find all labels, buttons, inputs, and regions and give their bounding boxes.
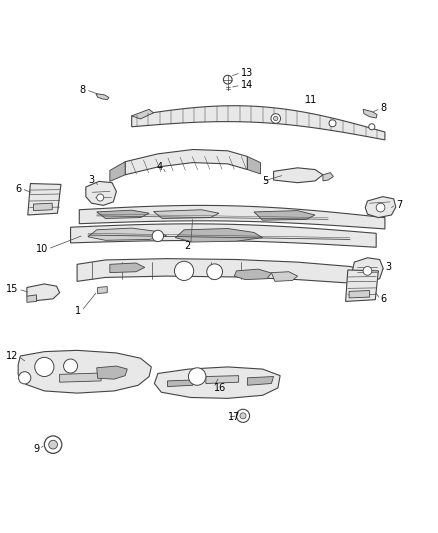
Polygon shape [363, 109, 377, 118]
Polygon shape [132, 109, 153, 119]
Polygon shape [125, 149, 247, 175]
Text: 10: 10 [35, 244, 48, 254]
Polygon shape [346, 270, 378, 302]
Circle shape [237, 409, 250, 422]
Polygon shape [274, 168, 323, 183]
Circle shape [369, 124, 375, 130]
Circle shape [64, 359, 78, 373]
Polygon shape [247, 157, 261, 174]
Text: 8: 8 [381, 103, 387, 114]
Polygon shape [153, 210, 219, 219]
Polygon shape [154, 367, 280, 398]
Polygon shape [33, 203, 52, 211]
Polygon shape [18, 350, 151, 393]
Polygon shape [86, 181, 117, 205]
Text: 8: 8 [80, 85, 86, 95]
Polygon shape [71, 224, 376, 247]
Text: 15: 15 [6, 284, 18, 294]
Circle shape [152, 230, 163, 241]
Circle shape [329, 120, 336, 127]
Text: 9: 9 [33, 444, 39, 454]
Polygon shape [110, 161, 125, 181]
Circle shape [207, 264, 223, 280]
Text: 4: 4 [156, 162, 162, 172]
Circle shape [271, 114, 281, 123]
Text: 7: 7 [396, 199, 402, 209]
Circle shape [188, 368, 206, 385]
Polygon shape [97, 210, 149, 219]
Polygon shape [323, 173, 333, 181]
Polygon shape [88, 228, 166, 240]
Polygon shape [206, 376, 239, 384]
Circle shape [35, 357, 54, 376]
Circle shape [363, 266, 372, 275]
Text: 3: 3 [386, 262, 392, 272]
Polygon shape [234, 269, 272, 280]
Circle shape [49, 440, 57, 449]
Polygon shape [365, 197, 396, 217]
Text: 13: 13 [241, 68, 253, 78]
Text: 1: 1 [75, 306, 81, 316]
Text: 5: 5 [263, 176, 269, 187]
Polygon shape [175, 229, 263, 242]
Circle shape [223, 75, 232, 84]
Polygon shape [97, 366, 127, 379]
Circle shape [376, 203, 385, 212]
Text: 11: 11 [305, 95, 318, 104]
Polygon shape [28, 183, 61, 215]
Polygon shape [27, 284, 60, 301]
Text: 6: 6 [15, 184, 21, 194]
Polygon shape [60, 373, 101, 382]
Polygon shape [167, 380, 193, 386]
Polygon shape [132, 106, 385, 140]
Polygon shape [352, 258, 383, 282]
Circle shape [240, 413, 246, 419]
Polygon shape [254, 211, 315, 220]
Polygon shape [96, 94, 109, 100]
Polygon shape [349, 290, 370, 298]
Polygon shape [98, 287, 107, 294]
Polygon shape [110, 263, 145, 272]
Circle shape [97, 194, 104, 201]
Circle shape [174, 261, 194, 280]
Text: 16: 16 [214, 383, 226, 393]
Polygon shape [79, 205, 385, 229]
Text: 14: 14 [241, 80, 253, 90]
Polygon shape [247, 376, 274, 385]
Circle shape [274, 116, 278, 120]
Polygon shape [27, 295, 36, 302]
Text: 3: 3 [88, 175, 95, 185]
Circle shape [18, 372, 31, 384]
Text: 17: 17 [228, 412, 240, 422]
Text: 2: 2 [184, 240, 191, 251]
Polygon shape [77, 259, 367, 286]
Text: 12: 12 [6, 351, 18, 361]
Polygon shape [272, 272, 297, 281]
Circle shape [44, 436, 62, 454]
Text: 6: 6 [381, 294, 387, 304]
